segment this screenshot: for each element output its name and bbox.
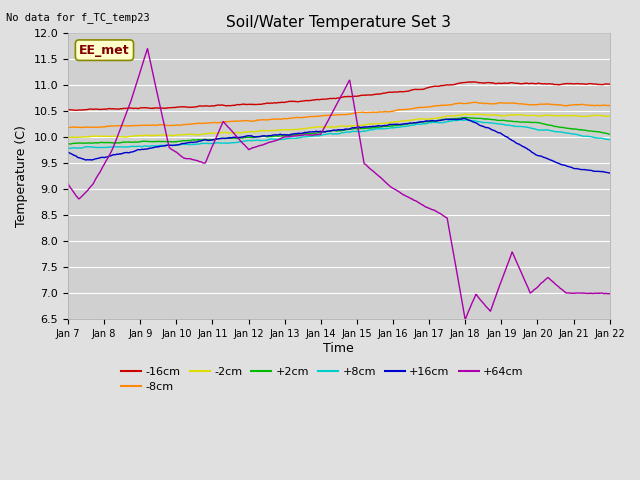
Y-axis label: Temperature (C): Temperature (C) xyxy=(15,125,28,227)
Legend: -16cm, -8cm, -2cm, +2cm, +8cm, +16cm, +64cm: -16cm, -8cm, -2cm, +2cm, +8cm, +16cm, +6… xyxy=(117,362,528,396)
X-axis label: Time: Time xyxy=(323,342,354,355)
Text: No data for f_TC_temp23: No data for f_TC_temp23 xyxy=(6,12,150,23)
Text: EE_met: EE_met xyxy=(79,44,130,57)
Title: Soil/Water Temperature Set 3: Soil/Water Temperature Set 3 xyxy=(227,15,451,30)
